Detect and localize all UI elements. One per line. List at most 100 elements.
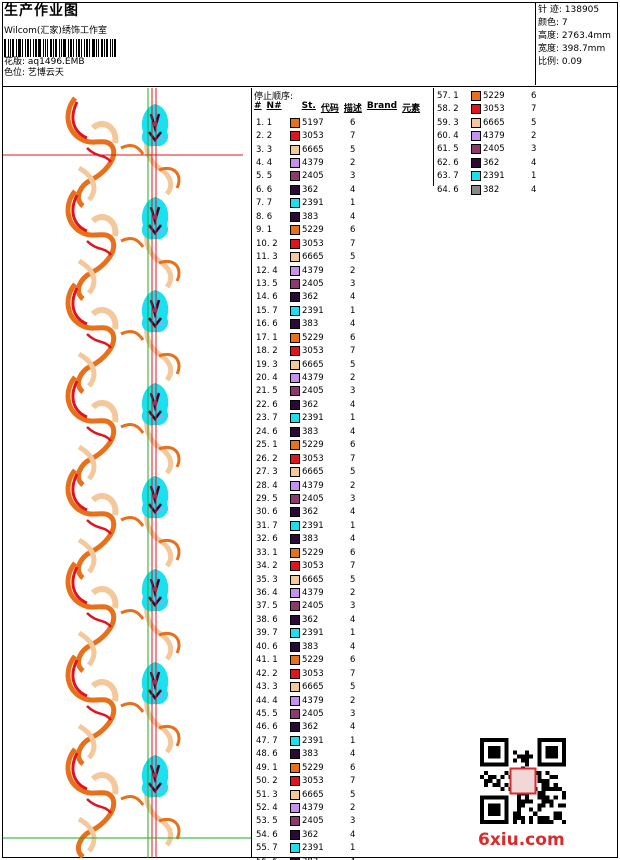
color-swatch [290, 359, 300, 370]
needle-number: 2 [350, 373, 356, 384]
thread-code: 6665 [302, 252, 324, 263]
row-index: 42. 2 [256, 668, 278, 679]
thread-code: 2405 [302, 816, 324, 827]
row-index: 47. 7 [256, 735, 278, 746]
needle-number: 7 [350, 131, 356, 142]
needle-number: 4 [350, 641, 356, 652]
color-swatch [471, 131, 481, 142]
thread-code: 383 [302, 749, 319, 760]
color-swatch [290, 534, 300, 545]
needle-number: 6 [350, 332, 356, 343]
qr-code [480, 738, 566, 824]
color-swatch [290, 574, 300, 585]
sequence-row: 4. 4 4379 2 [256, 156, 370, 169]
needle-number: 1 [531, 171, 537, 182]
sequence-row: 57. 1 5229 6 [437, 89, 551, 102]
row-index: 25. 1 [256, 440, 278, 451]
color-swatch [290, 305, 300, 316]
sequence-row: 55. 7 2391 1 [256, 842, 370, 855]
needle-number: 4 [350, 292, 356, 303]
color-swatch [290, 547, 300, 558]
needle-number: 1 [350, 413, 356, 424]
needle-number: 6 [350, 117, 356, 128]
sequence-row: 52. 4 4379 2 [256, 801, 370, 814]
needle-number: 3 [531, 144, 537, 155]
needle-number: 7 [350, 453, 356, 464]
thread-code: 6665 [483, 117, 505, 128]
thread-code: 2391 [302, 628, 324, 639]
needle-number: 5 [350, 252, 356, 263]
needle-number: 4 [350, 722, 356, 733]
needle-number: 7 [350, 346, 356, 357]
sequence-row: 13. 5 2405 3 [256, 277, 370, 290]
row-index: 39. 7 [256, 628, 278, 639]
sequence-row: 21. 5 2405 3 [256, 385, 370, 398]
sequence-row: 59. 3 6665 5 [437, 116, 551, 129]
thread-code: 2405 [302, 493, 324, 504]
row-index: 56. 6 [256, 857, 290, 860]
sequence-row: 27. 3 6665 5 [256, 465, 370, 478]
sequence-row: 22. 6 362 4 [256, 398, 370, 411]
color-sequence-list-right: 57. 1 5229 6 58. 2 3053 7 59. 3 6665 5 60. 4 4379 2… [437, 89, 551, 197]
sequence-row: 5. 5 2405 3 [256, 170, 370, 183]
column-divider [433, 88, 434, 186]
row-index: 54. 6 [256, 829, 278, 840]
row-index: 36. 4 [256, 588, 278, 599]
needle-number: 7 [350, 668, 356, 679]
site-watermark: 6xiu.com [478, 830, 565, 850]
thread-code: 2391 [302, 843, 324, 854]
sequence-row: 62. 6 362 4 [437, 156, 551, 169]
needle-number: 6 [531, 90, 537, 101]
row-index: 21. 5 [256, 386, 278, 397]
color-swatch [290, 708, 300, 719]
row-index: 35. 3 [256, 574, 278, 585]
row-index: 48. 6 [256, 749, 278, 760]
color-sequence-list-left: 1. 1 5197 6 2. 2 3053 7 3. 3 6665 5 4. 4 4379 2 5. 5… [256, 116, 370, 860]
row-index: 16. 6 [256, 319, 278, 330]
thread-code: 5229 [302, 547, 324, 558]
color-swatch [471, 117, 481, 128]
row-index: 10. 2 [256, 238, 278, 249]
row-index: 13. 5 [256, 278, 278, 289]
sequence-row: 31. 7 2391 1 [256, 519, 370, 532]
thread-code: 2391 [302, 735, 324, 746]
sequence-row: 33. 1 5229 6 [256, 546, 370, 559]
needle-number: 5 [531, 117, 537, 128]
color-swatch [290, 829, 300, 840]
needle-number: 5 [350, 144, 356, 155]
color-swatch [290, 184, 300, 195]
sequence-row: 25. 1 5229 6 [256, 439, 370, 452]
color-swatch [290, 346, 300, 357]
thread-code: 2405 [483, 144, 505, 155]
sequence-row: 58. 2 3053 7 [437, 102, 551, 115]
row-index: 17. 1 [256, 332, 278, 343]
row-index: 33. 1 [256, 547, 278, 558]
row-index: 23. 7 [256, 413, 278, 424]
sequence-row: 32. 6 383 4 [256, 533, 370, 546]
thread-code: 4379 [302, 480, 324, 491]
row-index: 26. 2 [256, 453, 278, 464]
col-stitches: St. [301, 101, 316, 111]
thread-code: 2405 [302, 601, 324, 612]
needle-number: 4 [350, 184, 356, 195]
needle-number: 6 [350, 547, 356, 558]
color-swatch [290, 453, 300, 464]
color-swatch [290, 440, 300, 451]
row-index: 30. 6 [256, 507, 278, 518]
needle-number: 1 [350, 843, 356, 854]
needle-number: 3 [350, 278, 356, 289]
needle-number: 4 [350, 534, 356, 545]
needle-number: 4 [350, 211, 356, 222]
needle-number: 5 [350, 467, 356, 478]
needle-number: 4 [531, 157, 537, 168]
col-description: 描述 [343, 104, 362, 114]
thread-code: 383 [302, 426, 319, 437]
company-name: Wilcom(汇家)绣饰工作室 [4, 26, 107, 36]
thread-code: 2391 [302, 520, 324, 531]
needle-number: 4 [531, 184, 537, 195]
color-swatch [471, 144, 481, 155]
needle-number: 2 [350, 695, 356, 706]
row-index: 50. 2 [256, 776, 278, 787]
row-index: 20. 4 [256, 373, 278, 384]
